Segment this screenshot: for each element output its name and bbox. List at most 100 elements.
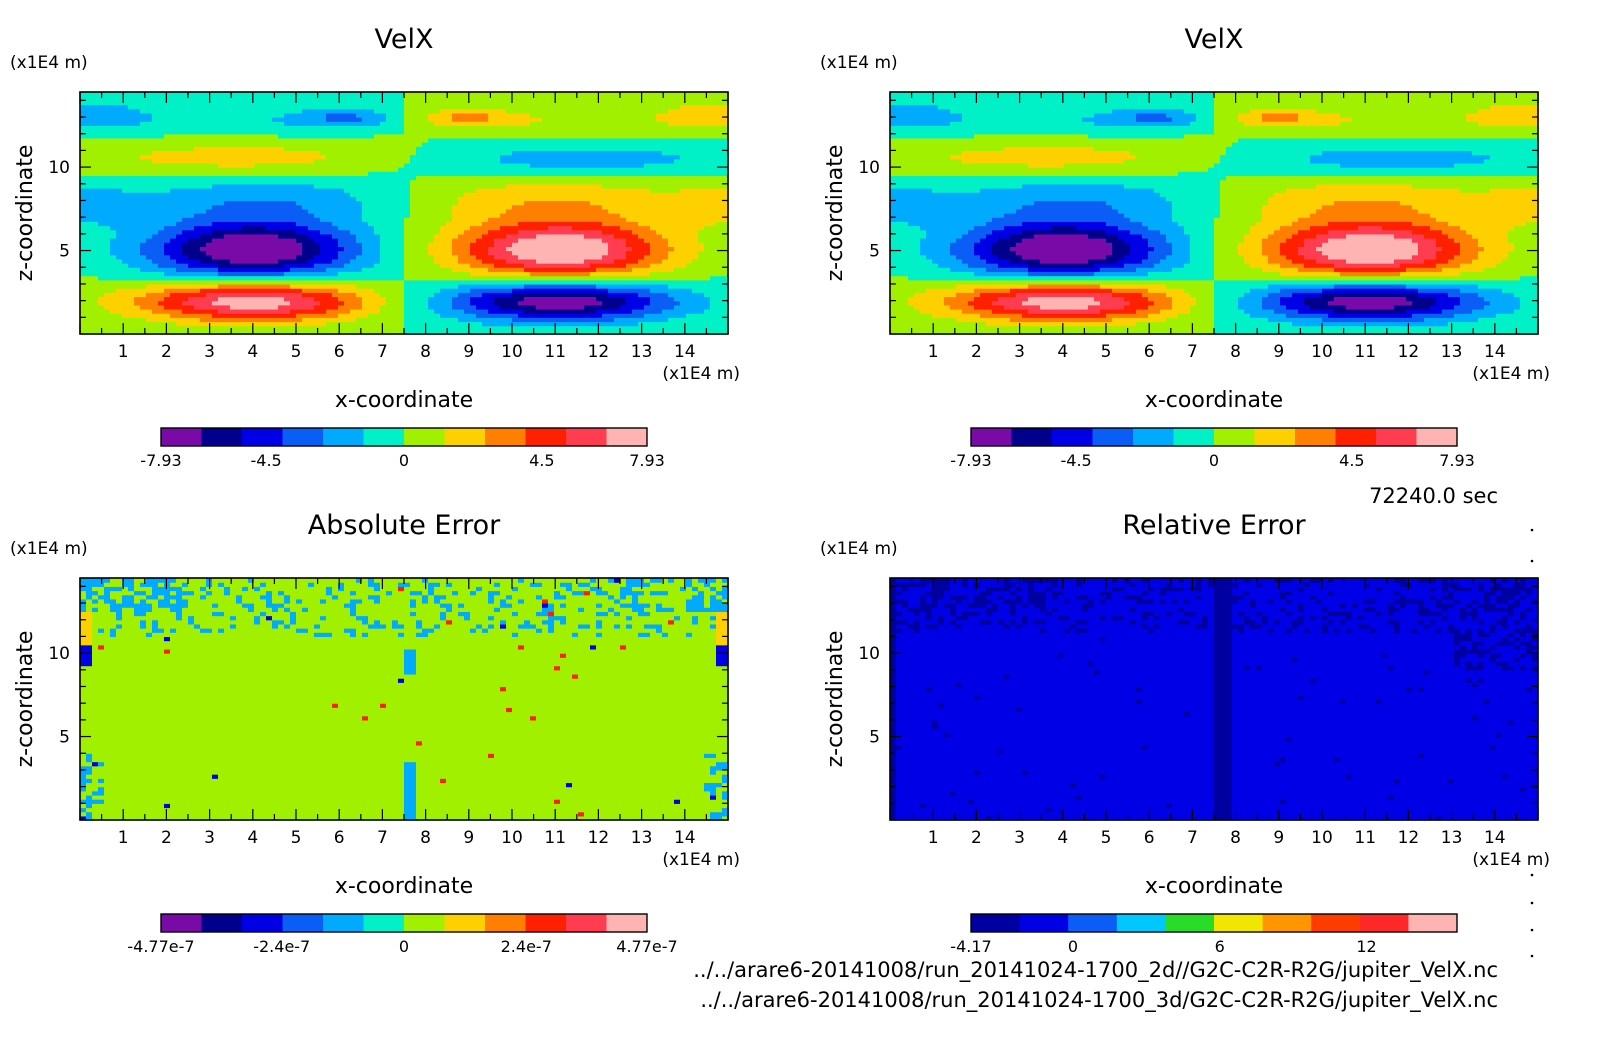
heat-cell <box>134 154 141 160</box>
heat-cell <box>314 192 321 197</box>
heat-cell <box>236 300 243 306</box>
heat-cell <box>326 271 333 277</box>
heat-cell <box>458 292 465 298</box>
heat-cell <box>242 204 249 210</box>
heat-cell <box>518 304 525 310</box>
heat-cell <box>218 100 225 106</box>
heat-cell <box>410 321 417 327</box>
heat-cell <box>566 133 573 139</box>
heat-cell <box>398 112 405 118</box>
heat-cell <box>518 112 525 118</box>
heat-cell <box>98 217 105 222</box>
heat-cell <box>200 175 207 181</box>
heat-cell <box>176 92 183 97</box>
heat-cell <box>260 221 267 227</box>
heat-cell <box>362 254 369 260</box>
heat-cell <box>182 279 189 285</box>
heat-cell <box>554 275 561 281</box>
heat-cell <box>506 121 513 126</box>
heat-cell <box>416 204 423 210</box>
heat-cell <box>170 200 177 206</box>
heat-cell <box>452 158 459 164</box>
heat-cell <box>152 192 159 197</box>
heat-cell <box>254 167 261 172</box>
heat-cell <box>446 150 453 156</box>
heat-cell <box>302 292 309 298</box>
heat-cell <box>326 204 333 210</box>
heat-cell <box>494 171 501 177</box>
heat-cell <box>590 183 597 189</box>
heat-cell <box>278 104 285 110</box>
heat-cell <box>554 304 561 310</box>
heat-cell <box>308 142 315 147</box>
heat-cell <box>368 279 375 285</box>
heat-cell <box>512 112 519 118</box>
heat-cell <box>524 304 531 310</box>
heat-cell <box>164 129 171 135</box>
heat-cell <box>482 288 489 293</box>
heat-cell <box>350 296 357 302</box>
heat-cell <box>368 117 375 122</box>
heat-cell <box>224 238 231 243</box>
heat-cell <box>332 154 339 160</box>
heat-cell <box>200 208 207 214</box>
heat-cell <box>434 300 441 306</box>
heat-cell <box>524 92 531 97</box>
heat-cell <box>176 221 183 227</box>
heat-cell <box>314 246 321 252</box>
heat-cell <box>374 175 381 181</box>
heat-cell <box>86 292 93 298</box>
heat-cell <box>170 308 177 314</box>
heat-cell <box>440 250 447 256</box>
heat-cell <box>110 179 117 185</box>
heat-cell <box>314 300 321 306</box>
heat-cell <box>566 250 573 256</box>
heat-cell <box>398 142 405 147</box>
heat-cell <box>506 100 513 106</box>
heat-cell <box>272 317 279 323</box>
heat-cell <box>560 213 567 218</box>
heat-cell <box>356 142 363 147</box>
heat-cell <box>536 242 543 247</box>
heat-cell <box>302 183 309 189</box>
heat-cell <box>260 283 267 289</box>
heat-cell <box>518 117 525 122</box>
heat-cell <box>566 321 573 327</box>
heat-cell <box>116 204 123 210</box>
heat-cell <box>254 271 261 277</box>
heat-cell <box>524 146 531 152</box>
heat-cell <box>554 263 561 268</box>
heat-cell <box>368 129 375 135</box>
heat-cell <box>392 117 399 122</box>
heat-cell <box>242 217 249 222</box>
heat-cell <box>110 121 117 126</box>
heat-cell <box>446 288 453 293</box>
heat-cell <box>314 275 321 281</box>
heat-cell <box>242 150 249 156</box>
heat-cell <box>284 246 291 252</box>
heat-cell <box>446 296 453 302</box>
heat-cell <box>386 263 393 268</box>
heat-cell <box>230 167 237 172</box>
heat-cell <box>278 221 285 227</box>
heat-cell <box>584 200 591 206</box>
heat-cell <box>542 125 549 131</box>
heat-cell <box>560 321 567 327</box>
heat-cell <box>176 288 183 293</box>
heat-cell <box>86 271 93 277</box>
heat-cell <box>248 125 255 131</box>
heat-cell <box>272 150 279 156</box>
heat-cell <box>554 267 561 273</box>
heat-cell <box>368 313 375 318</box>
heat-cell <box>128 308 135 314</box>
heat-cell <box>80 187 87 193</box>
heat-cell <box>308 200 315 206</box>
heat-cell <box>548 271 555 277</box>
heat-cell <box>176 171 183 177</box>
heat-cell <box>548 108 555 114</box>
heat-cell <box>524 108 531 114</box>
heat-cell <box>236 246 243 252</box>
heat-cell <box>590 108 597 114</box>
heat-cell <box>512 246 519 252</box>
heat-cell <box>296 317 303 323</box>
